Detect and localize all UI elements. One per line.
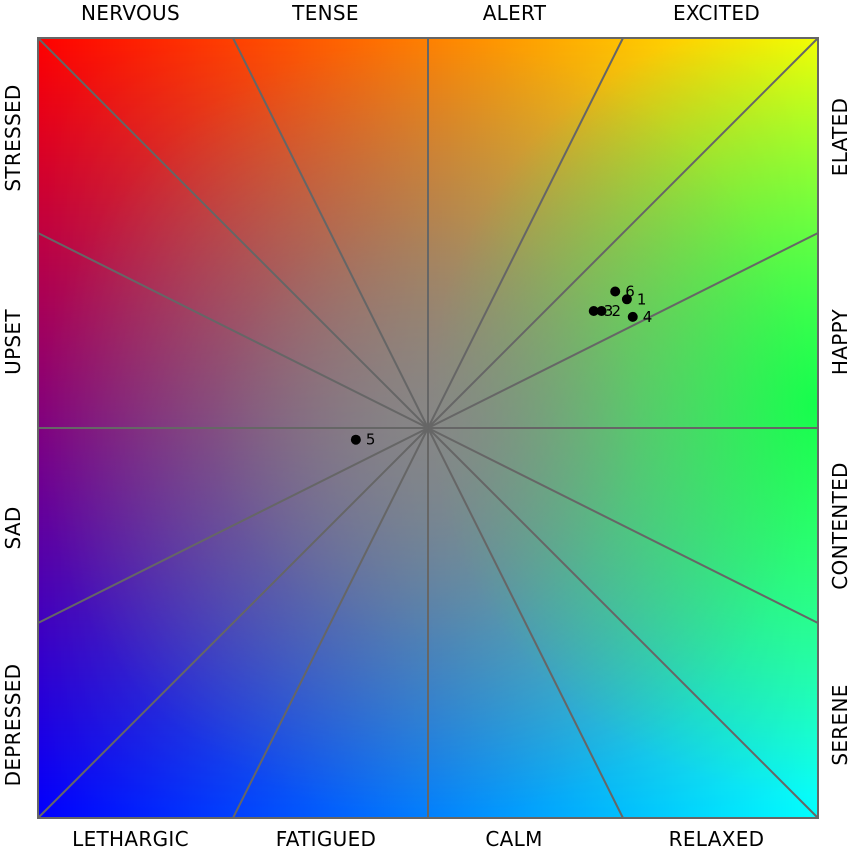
point-label-6: 6 (625, 283, 635, 301)
point-1 (621, 294, 632, 305)
guide-line-11 (232, 427, 429, 819)
point-label-4: 4 (643, 308, 653, 326)
guide-line-13 (37, 427, 429, 624)
point-label-2: 2 (612, 302, 622, 320)
label-tense: TENSE (291, 1, 359, 25)
point-label-5: 5 (366, 431, 376, 449)
point-3 (588, 306, 599, 316)
guide-line-8 (427, 427, 819, 819)
plot-frame (37, 37, 819, 819)
label-nervous: NERVOUS (81, 1, 180, 25)
label-stressed: STRESSED (1, 84, 25, 191)
label-contented: CONTENTED (828, 462, 851, 589)
label-alert: ALERT (483, 1, 547, 25)
label-lethargic: LETHARGIC (72, 827, 189, 851)
guide-line-5 (427, 232, 819, 429)
label-happy: HAPPY (828, 308, 851, 375)
guide-line-12 (37, 427, 429, 819)
label-excited: EXCITED (673, 1, 760, 25)
guide-line-1 (232, 37, 429, 429)
point-label-1: 1 (637, 290, 647, 308)
label-elated: ELATED (828, 98, 851, 176)
guide-line-9 (427, 427, 624, 819)
label-depressed: DEPRESSED (1, 664, 25, 787)
point-5 (350, 434, 361, 445)
data-points: 123 4 5 6 (350, 283, 653, 449)
label-calm: CALM (485, 827, 542, 851)
guide-line-4 (427, 37, 819, 429)
label-relaxed: RELAXED (669, 827, 765, 851)
guide-line-7 (427, 427, 819, 624)
label-fatigued: FATIGUED (276, 827, 377, 851)
guide-line-0 (37, 37, 429, 429)
guide-line-15 (37, 232, 429, 429)
guide-line-3 (427, 37, 624, 429)
point-6 (610, 286, 621, 297)
point-4 (627, 311, 638, 322)
label-sad: SAD (1, 506, 25, 549)
point-2 (596, 306, 607, 316)
guide-lines (37, 37, 819, 819)
label-upset: UPSET (1, 309, 25, 375)
point-label-3: 3 (604, 302, 614, 320)
label-serene: SERENE (828, 684, 851, 765)
